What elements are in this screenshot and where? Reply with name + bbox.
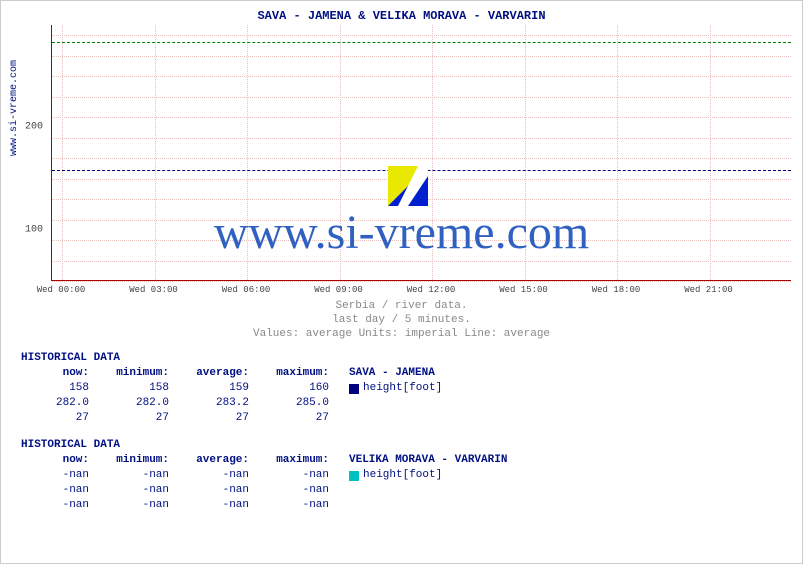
logo-icon [388,166,428,206]
caption-line-3: Values: average Units: imperial Line: av… [1,327,802,341]
grid-line-v [340,25,341,280]
y-tick-label: 200 [25,122,43,133]
chart-title: SAVA - JAMENA & VELIKA MORAVA - VARVARIN [1,9,802,23]
grid-line-h [52,281,791,282]
table-cell: 27 [21,411,101,426]
table-cell: -nan [21,483,101,498]
table-cell: 282.0 [101,396,181,411]
table-cell: -nan [181,483,261,498]
table-cell: 27 [101,411,181,426]
table-cell: 27 [181,411,261,426]
grid-line-h [52,138,791,139]
grid-line-h [52,35,791,36]
table-row: -nan-nan-nan-nan [21,483,507,498]
table-cell: -nan [181,468,261,483]
table-cell: -nan [101,498,181,513]
grid-line-v [432,25,433,280]
grid-line-h [52,261,791,262]
table-cell: -nan [181,498,261,513]
caption: Serbia / river data. last day / 5 minute… [1,299,802,341]
table-cell: 158 [101,381,181,396]
grid-line-h [52,220,791,221]
grid-line-h [52,158,791,159]
table-cell: -nan [261,498,341,513]
table-cell: 160 [261,381,341,396]
table-cell: -nan [101,483,181,498]
data-tables: HISTORICAL DATAnow:minimum:average:maxim… [21,351,507,525]
grid-line-h [52,240,791,241]
table-row: -nan-nan-nan-nan [21,498,507,513]
series-legend: VELIKA MORAVA - VARVARIN [341,453,507,468]
grid-line-h [52,97,791,98]
unit-label: height[foot] [341,381,442,396]
grid-line-v [525,25,526,280]
table-row: 27272727 [21,411,507,426]
column-header: now: [21,453,101,468]
series-legend: SAVA - JAMENA [341,366,435,381]
column-header: maximum: [261,366,341,381]
unit-text: height[foot] [363,468,442,483]
unit-text: height[foot] [363,381,442,396]
table-row: -nan-nan-nan-nanheight[foot] [21,468,507,483]
x-tick-label: Wed 03:00 [129,285,178,295]
table-header-row: now:minimum:average:maximum:VELIKA MORAV… [21,453,507,468]
table-cell: -nan [261,468,341,483]
series-line [52,42,791,43]
table-cell: 285.0 [261,396,341,411]
column-header: maximum: [261,453,341,468]
column-header: now: [21,366,101,381]
chart-container: SAVA - JAMENA & VELIKA MORAVA - VARVARIN… [0,0,803,564]
grid-line-v [155,25,156,280]
legend-swatch-icon [349,471,359,481]
x-tick-label: Wed 18:00 [592,285,641,295]
table-cell: 27 [261,411,341,426]
column-header: minimum: [101,453,181,468]
table-cell: 282.0 [21,396,101,411]
x-tick-label: Wed 15:00 [499,285,548,295]
plot-area [51,25,791,281]
grid-line-h [52,56,791,57]
table-cell: -nan [261,483,341,498]
column-header: average: [181,453,261,468]
historical-data-table: HISTORICAL DATAnow:minimum:average:maxim… [21,438,507,513]
historical-data-table: HISTORICAL DATAnow:minimum:average:maxim… [21,351,507,426]
table-cell: 159 [181,381,261,396]
grid-line-v [617,25,618,280]
grid-line-h [52,117,791,118]
column-header: average: [181,366,261,381]
table-title: HISTORICAL DATA [21,438,507,453]
y-tick-label: 100 [25,224,43,235]
table-cell: -nan [101,468,181,483]
grid-line-v [62,25,63,280]
table-row: 158158159160height[foot] [21,381,507,396]
grid-line-v [247,25,248,280]
table-header-row: now:minimum:average:maximum:SAVA - JAMEN… [21,366,507,381]
grid-line-v [710,25,711,280]
x-tick-label: Wed 12:00 [407,285,456,295]
grid-line-h [52,76,791,77]
legend-swatch-icon [349,384,359,394]
table-cell: 283.2 [181,396,261,411]
x-tick-label: Wed 21:00 [684,285,733,295]
column-header: minimum: [101,366,181,381]
table-cell: 158 [21,381,101,396]
table-row: 282.0282.0283.2285.0 [21,396,507,411]
table-title: HISTORICAL DATA [21,351,507,366]
table-cell: -nan [21,498,101,513]
unit-label: height[foot] [341,468,442,483]
x-tick-label: Wed 00:00 [37,285,86,295]
y-tick-labels: 100 200 [1,25,47,281]
caption-line-1: Serbia / river data. [1,299,802,313]
caption-line-2: last day / 5 minutes. [1,313,802,327]
table-cell: -nan [21,468,101,483]
x-tick-label: Wed 06:00 [222,285,271,295]
x-tick-label: Wed 09:00 [314,285,363,295]
